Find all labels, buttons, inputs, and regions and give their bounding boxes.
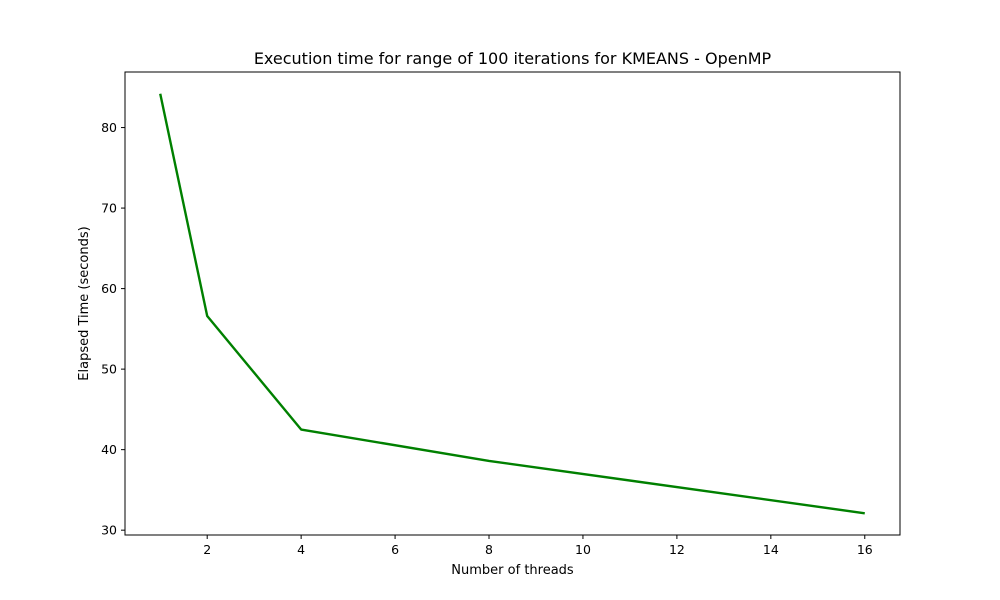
y-tick-label: 50 [101, 362, 117, 377]
x-tick-label: 14 [763, 542, 779, 557]
x-tick-label: 8 [485, 542, 493, 557]
y-tick-label: 80 [101, 120, 117, 135]
x-axis-ticks: 2 4 6 8 10 12 14 16 [203, 535, 873, 557]
x-tick-label: 16 [857, 542, 873, 557]
plot-area [125, 72, 900, 535]
y-tick-label: 30 [101, 523, 117, 538]
y-tick-label: 40 [101, 442, 117, 457]
series-layer [159, 93, 865, 515]
x-axis-label: Number of threads [451, 563, 574, 578]
x-tick-label: 12 [669, 542, 685, 557]
y-axis-label: Elapsed Time (seconds) [77, 226, 92, 380]
y-tick-label: 70 [101, 201, 117, 216]
x-tick-label: 4 [297, 542, 305, 557]
series-line-0 [159, 93, 865, 515]
x-tick-label: 6 [391, 542, 399, 557]
chart-title: Execution time for range of 100 iteratio… [254, 49, 772, 68]
x-tick-label: 10 [575, 542, 591, 557]
y-tick-label: 60 [101, 281, 117, 296]
y-axis-ticks: 30 40 50 60 70 80 [101, 120, 125, 538]
x-tick-label: 2 [203, 542, 211, 557]
plot-frame [124, 71, 901, 536]
